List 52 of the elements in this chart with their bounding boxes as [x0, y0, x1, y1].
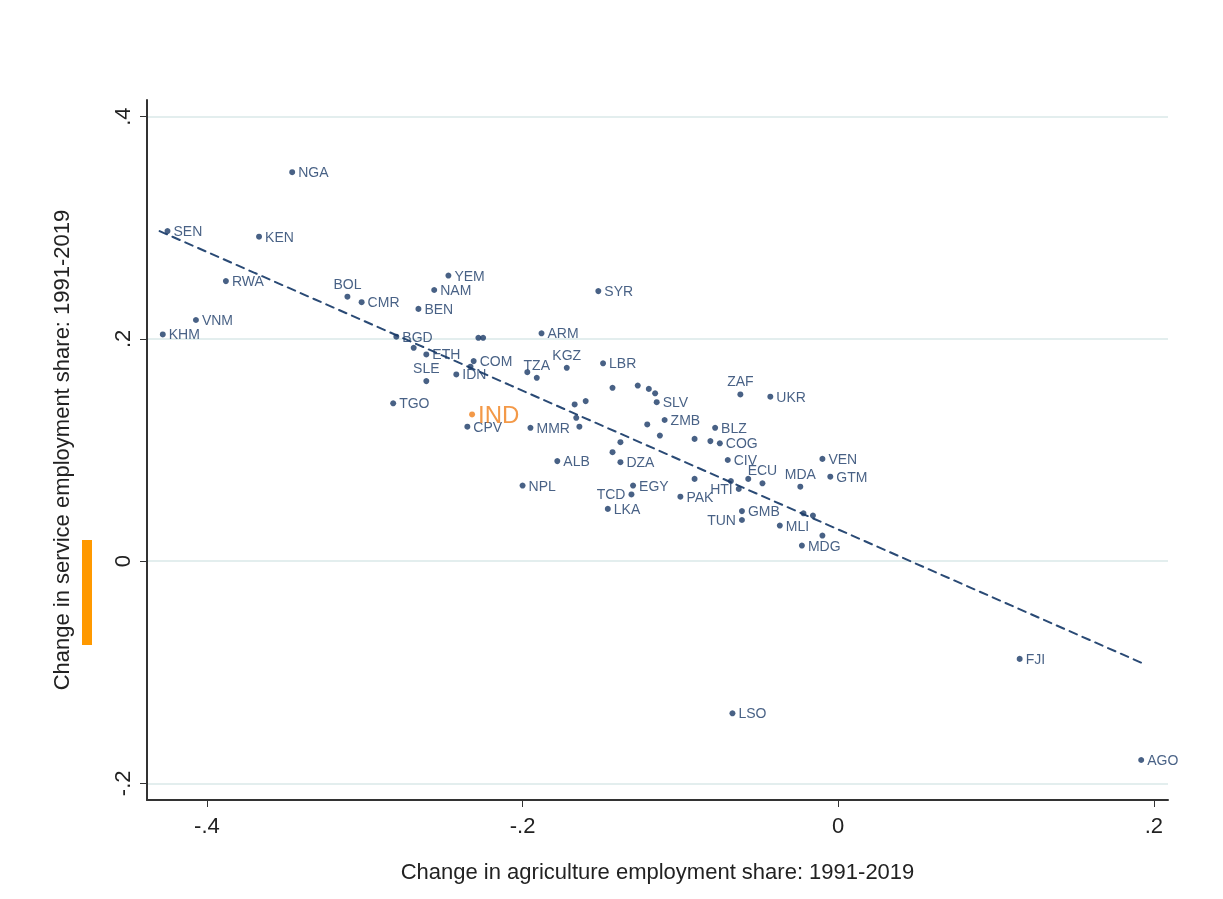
- x-tick-label: -.2: [509, 812, 536, 838]
- data-label: SLV: [662, 394, 689, 411]
- data-label: TGO: [399, 395, 430, 412]
- data-label: NAM: [440, 282, 472, 298]
- data-label: VEN: [828, 450, 858, 467]
- data-label: KGZ: [552, 346, 582, 363]
- data-label: NGA: [298, 164, 330, 181]
- data-label: MDG: [807, 537, 841, 554]
- x-tick-label: -.4: [194, 812, 220, 838]
- data-label: ZMB: [670, 412, 701, 428]
- data-label: EGY: [639, 477, 670, 494]
- y-tick-label: -.2: [109, 770, 135, 797]
- data-label: GMB: [747, 503, 780, 520]
- data-label: LBR: [609, 355, 637, 372]
- data-label: MDA: [784, 465, 817, 482]
- data-label: FJI: [1025, 650, 1046, 667]
- data-label: MLI: [785, 517, 810, 534]
- y-axis-title: Change in service employment share: 1991-2019: [48, 209, 74, 691]
- data-label: YEM: [454, 267, 485, 284]
- data-label: ZAF: [727, 373, 754, 390]
- y-tick-label: 0: [109, 554, 135, 568]
- data-label: VNM: [201, 312, 234, 328]
- data-label: GTM: [836, 468, 868, 485]
- x-tick-label: 0: [832, 812, 845, 838]
- data-label: KEN: [265, 228, 294, 245]
- data-label: KHM: [168, 326, 200, 343]
- data-label: COG: [725, 435, 758, 452]
- data-label: TZA: [523, 356, 551, 373]
- y-tick-label: .2: [109, 329, 135, 349]
- data-label: BLZ: [721, 419, 748, 436]
- data-label: CMR: [367, 294, 400, 311]
- data-label: BEN: [424, 300, 454, 317]
- data-label: UKR: [776, 388, 806, 405]
- data-label: BGD: [402, 328, 433, 345]
- data-label: SLE: [413, 360, 440, 377]
- data-label: SEN: [173, 223, 203, 240]
- x-tick-label: .2: [1144, 812, 1163, 838]
- data-label: TUN: [707, 512, 736, 528]
- data-label: TCD: [596, 486, 626, 503]
- y-tick-label: .4: [109, 107, 135, 126]
- data-label: RWA: [231, 273, 265, 290]
- data-label: BOL: [333, 275, 362, 292]
- data-label: LKA: [613, 500, 641, 517]
- x-axis-title: Change in agriculture employment share: 1991-2019: [400, 858, 915, 884]
- data-label: ALB: [563, 453, 590, 470]
- data-label: DZA: [626, 454, 656, 471]
- data-label: SYR: [604, 283, 634, 300]
- data-label: NPL: [528, 477, 557, 494]
- data-label: AGO: [1147, 752, 1179, 768]
- data-label: MMR: [536, 419, 570, 436]
- data-label: ARM: [547, 325, 579, 342]
- data-label: LSO: [738, 705, 767, 722]
